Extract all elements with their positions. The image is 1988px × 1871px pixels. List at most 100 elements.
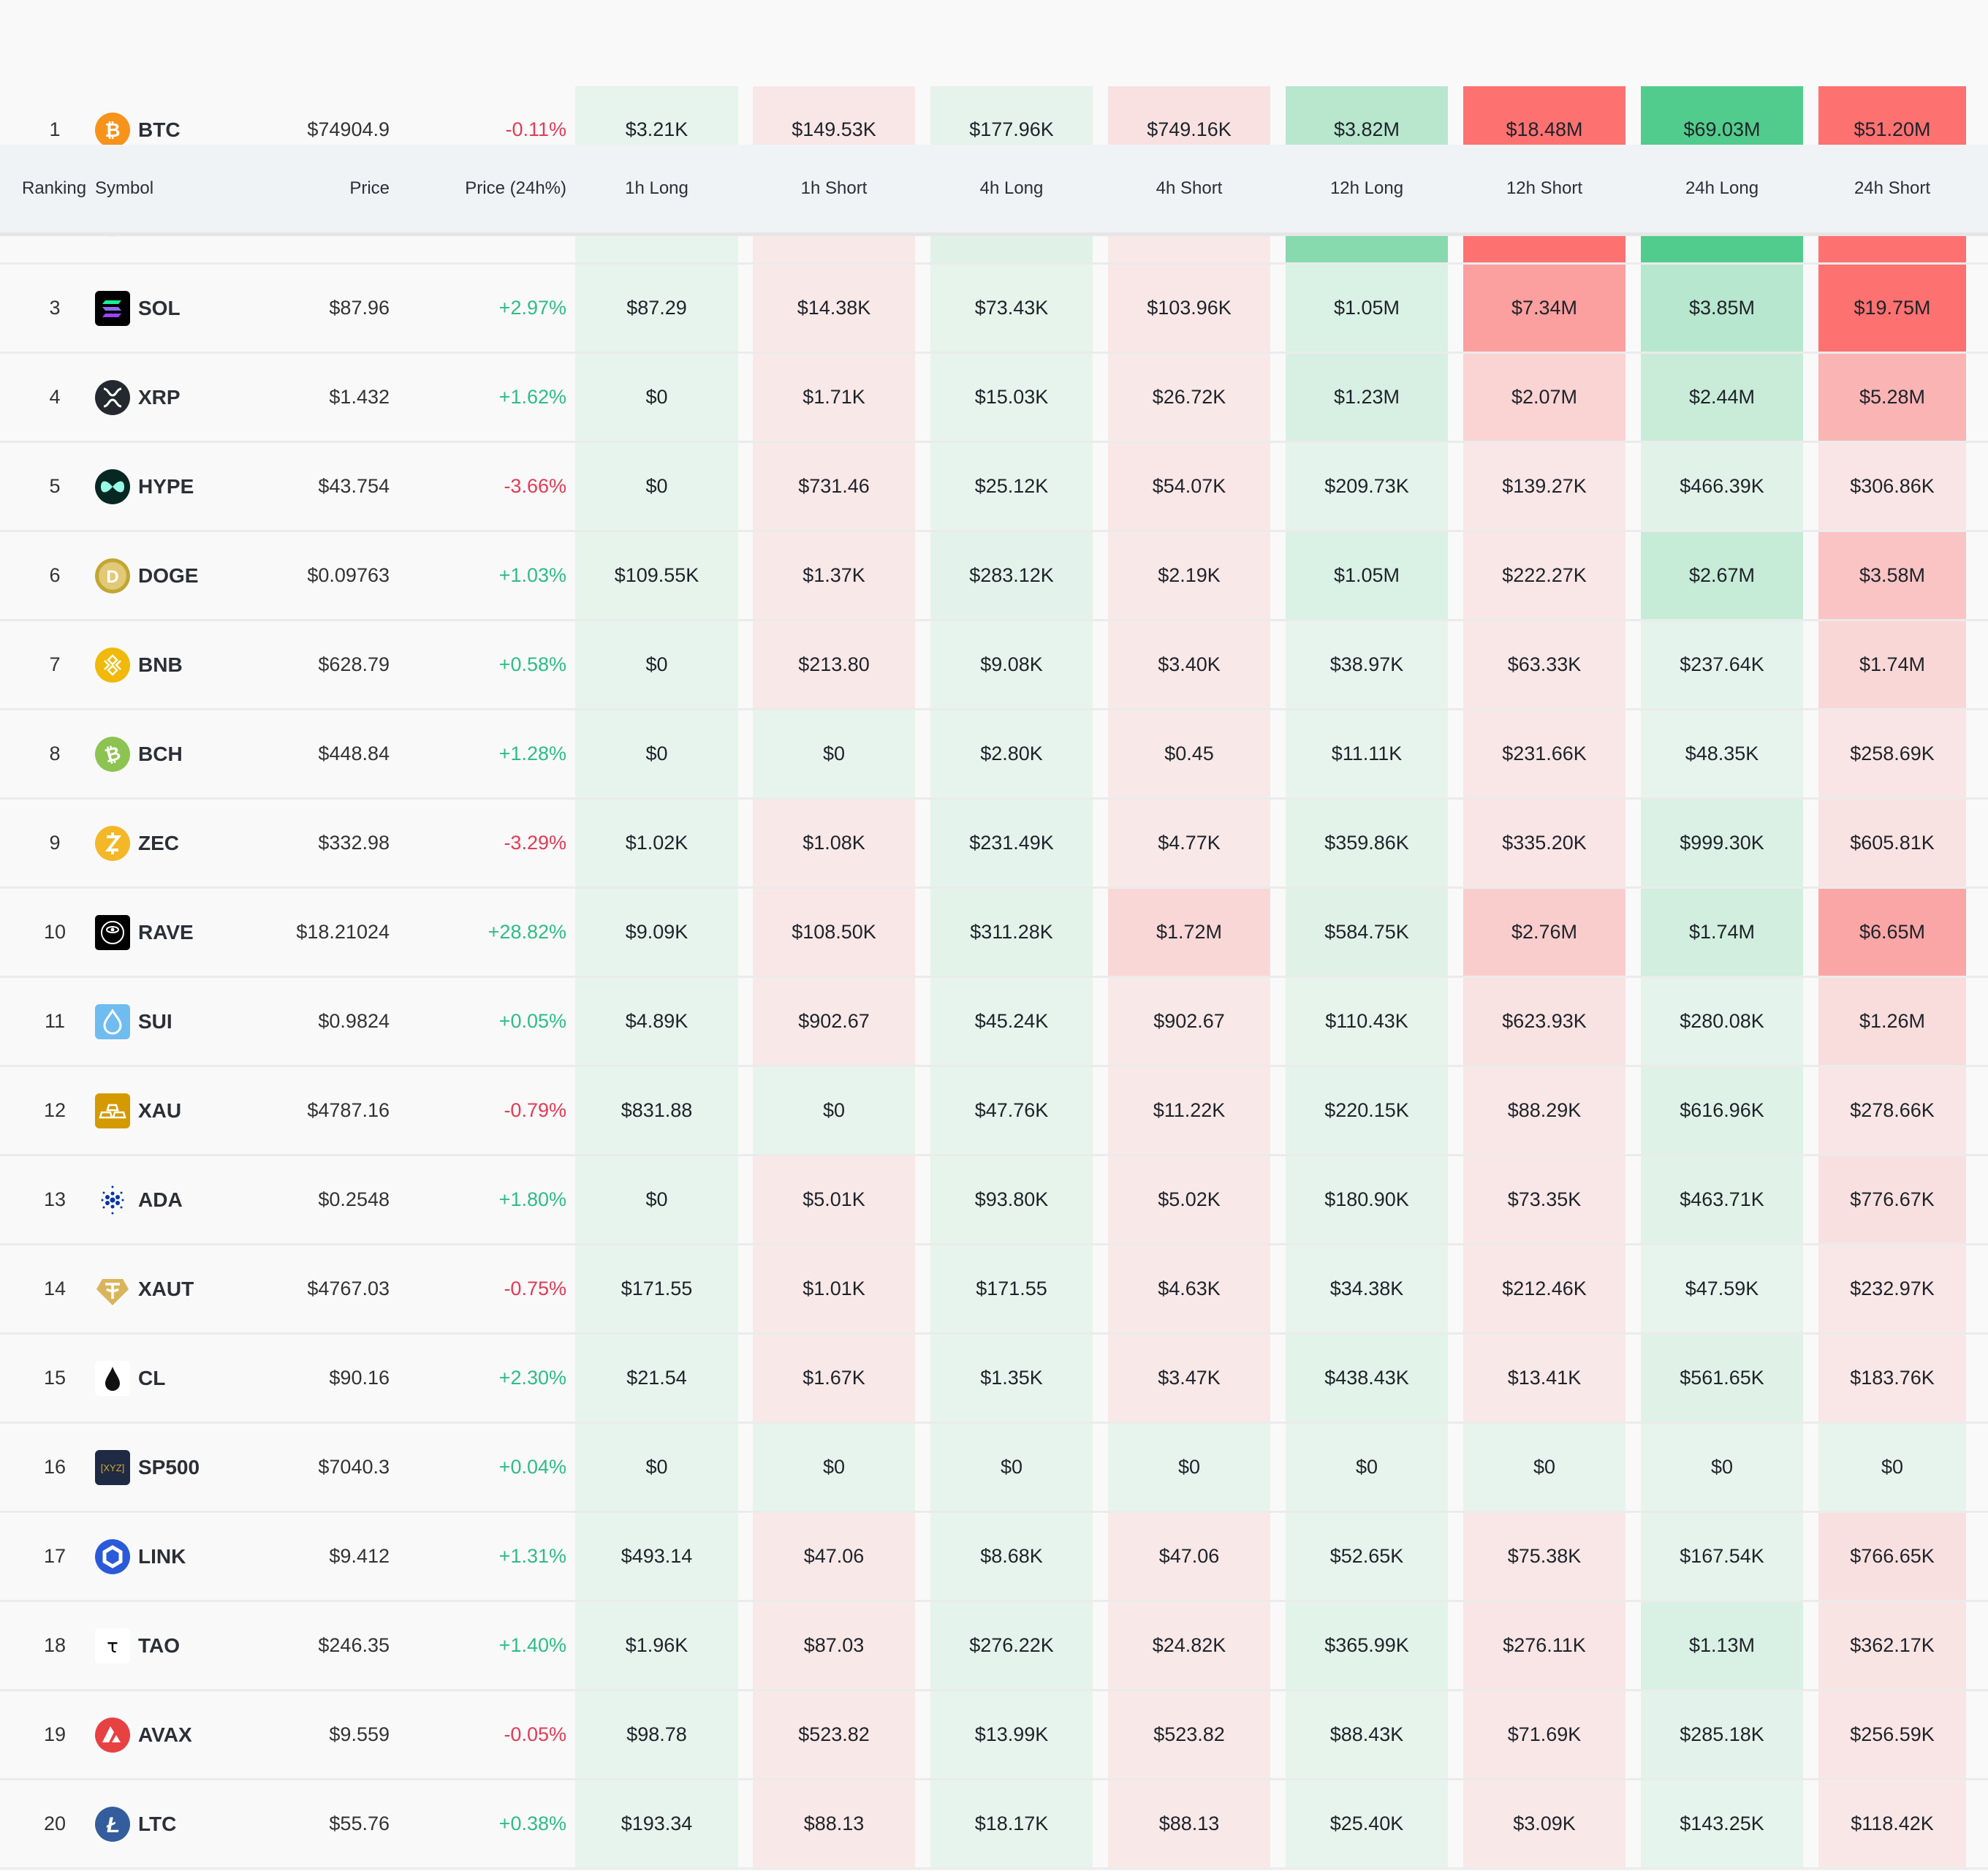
cell-4h-long: $283.12K bbox=[930, 532, 1093, 619]
header-24h-short[interactable]: 24h Short bbox=[1854, 178, 1931, 198]
cell-12h-short: $139.27K bbox=[1463, 443, 1625, 530]
header-4h-short[interactable]: 4h Short bbox=[1156, 178, 1223, 198]
header-1h-short[interactable]: 1h Short bbox=[800, 178, 868, 198]
symbol[interactable]: τ TAO bbox=[95, 1602, 314, 1689]
symbol-label: SOL bbox=[138, 296, 181, 319]
cell-1h-long: $171.55 bbox=[575, 1245, 738, 1332]
symbol-label: LINK bbox=[138, 1544, 186, 1568]
table-row[interactable]: 5 HYPE $43.754 -3.66% $0 $731.46 $25.12K $54.07… bbox=[0, 443, 1988, 532]
symbol[interactable]: SOL bbox=[95, 265, 314, 352]
sui-droplet-icon bbox=[95, 1003, 130, 1039]
symbol[interactable]: ADA bbox=[95, 1156, 314, 1243]
cell-1h-long: $87.29 bbox=[575, 265, 738, 352]
table-row[interactable]: 17 LINK $9.412 +1.31% $493.14 $47.06 $8.68K $47… bbox=[0, 1513, 1988, 1602]
table-row[interactable]: 6 D DOGE $0.09763 +1.03% $109.55K $1.37K $283.1… bbox=[0, 532, 1988, 621]
table-row[interactable]: 11 SUI $0.9824 +0.05% $4.89K $902.67 $45.24K $9… bbox=[0, 978, 1988, 1067]
price: $55.76 bbox=[329, 1813, 390, 1834]
symbol-label: BCH bbox=[138, 742, 183, 765]
symbol-label: BNB bbox=[138, 653, 183, 676]
cell-1h-long: $1.02K bbox=[575, 800, 738, 887]
table-row[interactable]: 3 SOL $87.96 +2.97% $87.29 $14.38K $73.43K $103… bbox=[0, 265, 1988, 354]
table-row[interactable]: 13 ADA $0.2548 +1.80% $0 $5.01K $93.80K $5.02K $… bbox=[0, 1156, 1988, 1245]
cell-24h-short: $1.26M bbox=[1818, 978, 1966, 1065]
header-symbol[interactable]: Symbol bbox=[95, 178, 154, 198]
cell-24h-short: $183.76K bbox=[1818, 1335, 1966, 1422]
table-row[interactable]: 15 CL $90.16 +2.30% $21.54 $1.67K $1.35K $3.47K… bbox=[0, 1335, 1988, 1424]
cell-1h-short: $731.46 bbox=[753, 443, 915, 530]
symbol[interactable]: RAVE bbox=[95, 889, 314, 976]
symbol[interactable]: XAUT bbox=[95, 1245, 314, 1332]
table-row[interactable]: 14 XAUT $4767.03 -0.75% $171.55 $1.01K $171.55… bbox=[0, 1245, 1988, 1335]
cell-4h-long: $9.08K bbox=[930, 621, 1093, 708]
symbol[interactable]: XAU bbox=[95, 1067, 314, 1154]
symbol[interactable]: XRP bbox=[95, 354, 314, 441]
symbol[interactable]: HYPE bbox=[95, 443, 314, 530]
header-price[interactable]: Price bbox=[349, 178, 390, 198]
symbol[interactable]: LINK bbox=[95, 1513, 314, 1600]
table-row[interactable]: 7 BNB $628.79 +0.58% $0 $213.80 $9.08K $3.40K $3… bbox=[0, 621, 1988, 710]
price-change-24h: -0.11% bbox=[505, 118, 566, 140]
cell-12h-long: $359.86K bbox=[1286, 800, 1448, 887]
cell-12h-short: $276.11K bbox=[1463, 1602, 1625, 1689]
table-row[interactable]: 12 XAU $4787.16 -0.79% $831.88 $0 $47.76K $11.2… bbox=[0, 1067, 1988, 1156]
table-row[interactable]: 10 RAVE $18.21024 +28.82% $9.09K $108.50K $311… bbox=[0, 889, 1988, 978]
cell-24h-long: $2.44M bbox=[1641, 354, 1803, 441]
table-row[interactable]: 18 τ TAO $246.35 +1.40% $1.96K $87.03 $276.22K $… bbox=[0, 1602, 1988, 1691]
rank: 8 bbox=[49, 743, 61, 764]
price-change-24h: +1.40% bbox=[498, 1634, 566, 1656]
cell-4h-short: $902.67 bbox=[1108, 978, 1270, 1065]
symbol[interactable]: SUI bbox=[95, 978, 314, 1065]
cell-1h-long: $21.54 bbox=[575, 1335, 738, 1422]
symbol-label: XAU bbox=[138, 1098, 182, 1122]
cell-24h-short: $306.86K bbox=[1818, 443, 1966, 530]
symbol[interactable]: ₿ BCH bbox=[95, 710, 314, 797]
price-change-24h: +1.62% bbox=[498, 386, 566, 408]
symbol[interactable]: CL bbox=[95, 1335, 314, 1422]
table-row[interactable]: 8 ₿ BCH $448.84 +1.28% $0 $0 $2.80K $0.45 $11.11K… bbox=[0, 710, 1988, 800]
cell-12h-short: $335.20K bbox=[1463, 800, 1625, 887]
header-12h-short[interactable]: 12h Short bbox=[1506, 178, 1583, 198]
table-row[interactable]: 1 ₿ BTC $74904.9 -0.11% $3.21K $149.53K $177.96… bbox=[0, 86, 1988, 175]
cell-1h-long: $98.78 bbox=[575, 1691, 738, 1778]
cell-1h-short: $0 bbox=[753, 1424, 915, 1511]
header-4h-long[interactable]: 4h Long bbox=[979, 178, 1044, 198]
dogecoin-icon: D bbox=[95, 558, 130, 593]
cell-12h-long: $38.97K bbox=[1286, 621, 1448, 708]
price: $7040.3 bbox=[318, 1456, 390, 1478]
table-row[interactable]: 4 XRP $1.432 +1.62% $0 $1.71K $15.03K $26.72K $1… bbox=[0, 354, 1988, 443]
symbol[interactable]: BNB bbox=[95, 621, 314, 708]
table-row[interactable]: 16 [XYZ] SP500 $7040.3 +0.04% $0 $0 $0 $0 $0 $0 $0 $… bbox=[0, 1424, 1988, 1513]
table-row[interactable]: 19 AVAX $9.559 -0.05% $98.78 $523.82 $13.99K $5… bbox=[0, 1691, 1988, 1780]
symbol[interactable]: ZEC bbox=[95, 800, 314, 887]
cell-4h-short: $3.47K bbox=[1108, 1335, 1270, 1422]
cell-24h-short: $0 bbox=[1818, 1424, 1966, 1511]
cell-1h-long: $0 bbox=[575, 1424, 738, 1511]
symbol[interactable]: D DOGE bbox=[95, 532, 314, 619]
cell-4h-long: $13.99K bbox=[930, 1691, 1093, 1778]
price: $0.2548 bbox=[318, 1188, 390, 1210]
tether-gold-icon bbox=[95, 1272, 130, 1307]
rank: 16 bbox=[43, 1456, 67, 1478]
header-12h-long[interactable]: 12h Long bbox=[1329, 178, 1404, 198]
price: $4767.03 bbox=[307, 1278, 390, 1299]
cell-1h-short: $902.67 bbox=[753, 978, 915, 1065]
cell-24h-long: $2.67M bbox=[1641, 532, 1803, 619]
cell-4h-short: $26.72K bbox=[1108, 354, 1270, 441]
cell-24h-short: $362.17K bbox=[1818, 1602, 1966, 1689]
symbol[interactable]: AVAX bbox=[95, 1691, 314, 1778]
header-1h-long[interactable]: 1h Long bbox=[625, 178, 688, 198]
header-24h-long[interactable]: 24h Long bbox=[1685, 178, 1759, 198]
cell-4h-long: $25.12K bbox=[930, 443, 1093, 530]
symbol[interactable]: ₿ BTC bbox=[95, 86, 314, 173]
symbol[interactable]: Ł LTC bbox=[95, 1780, 314, 1867]
price-change-24h: -3.29% bbox=[504, 832, 566, 854]
table-row[interactable]: 20 Ł LTC $55.76 +0.38% $193.34 $88.13 $18.17K $8… bbox=[0, 1780, 1988, 1870]
header-ranking[interactable]: Ranking bbox=[22, 178, 87, 198]
cell-4h-long: $0 bbox=[930, 1424, 1093, 1511]
header-price-change[interactable]: Price (24h%) bbox=[465, 178, 566, 198]
table-row[interactable]: 9 ZEC $332.98 -3.29% $1.02K $1.08K $231.49K $4.… bbox=[0, 800, 1988, 889]
cell-4h-short: $0.45 bbox=[1108, 710, 1270, 797]
cell-24h-long: $1.74M bbox=[1641, 889, 1803, 976]
symbol[interactable]: [XYZ] SP500 bbox=[95, 1424, 314, 1511]
cell-24h-short: $6.65M bbox=[1818, 889, 1966, 976]
